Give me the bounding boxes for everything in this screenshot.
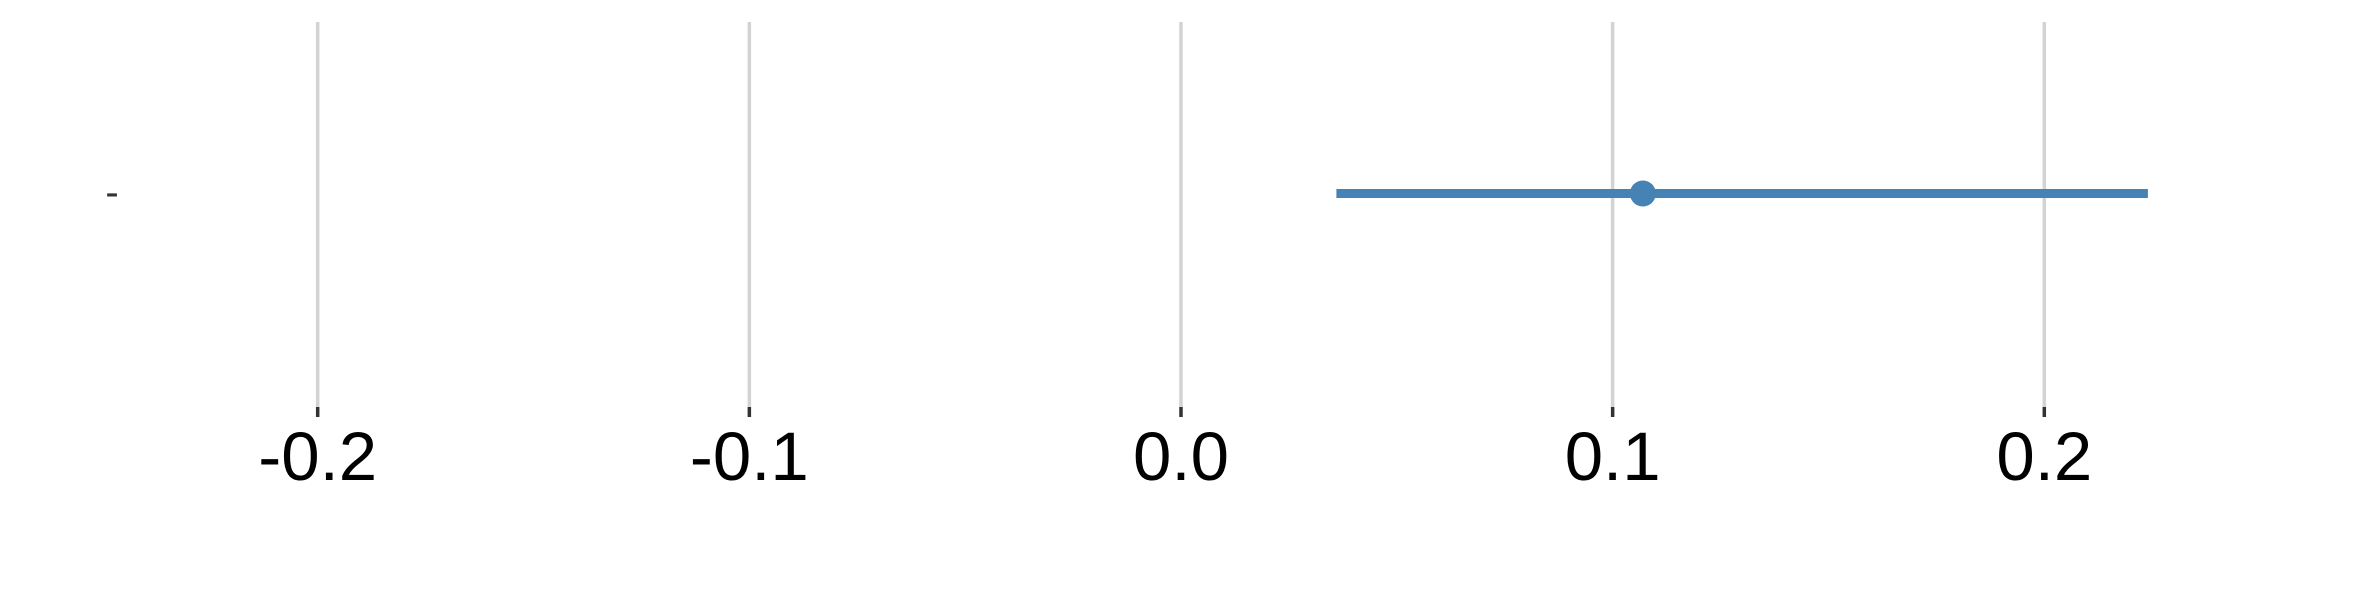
x-tick-label: 0.2	[1996, 418, 2092, 495]
x-tick-label: -0.1	[690, 418, 809, 495]
gridlines	[315, 22, 2047, 407]
x-tick-label: 0.1	[1565, 418, 1661, 495]
x-tick-label: -0.2	[258, 418, 377, 495]
y-category-label: -	[105, 171, 118, 215]
x-tick-label: 0.0	[1133, 418, 1229, 495]
x-axis: -0.2 -0.1 0.0 0.1 0.2	[258, 407, 2092, 495]
y-axis: -	[105, 171, 118, 215]
plot-marks	[1336, 180, 2148, 207]
point-estimate	[1629, 180, 1656, 207]
